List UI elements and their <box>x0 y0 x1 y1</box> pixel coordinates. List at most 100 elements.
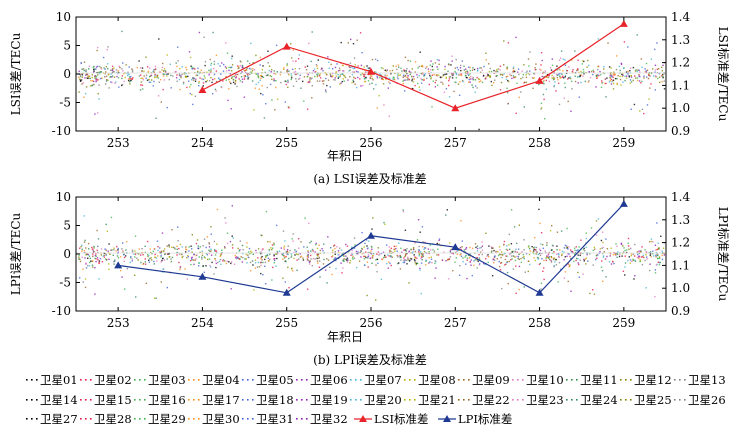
error-scatter-point <box>376 77 379 79</box>
error-scatter-point <box>357 253 359 255</box>
error-scatter-point <box>654 64 657 66</box>
error-scatter-point <box>659 81 661 84</box>
error-scatter-point <box>206 254 208 256</box>
error-scatter-point <box>423 75 425 77</box>
error-scatter-point <box>285 251 287 253</box>
error-scatter-point <box>499 69 501 71</box>
error-scatter-point <box>641 80 643 83</box>
error-scatter-point <box>601 82 604 84</box>
error-scatter-point <box>411 79 414 81</box>
std-series-line <box>118 203 625 294</box>
error-scatter-point <box>419 251 422 253</box>
error-scatter-point <box>611 81 613 83</box>
error-scatter-point <box>643 256 645 259</box>
error-scatter-point <box>306 65 309 67</box>
error-scatter-point <box>625 77 628 79</box>
error-scatter-point <box>196 239 199 241</box>
error-scatter-point <box>533 248 535 251</box>
error-scatter-point <box>262 261 264 264</box>
error-scatter-point <box>566 246 568 248</box>
error-scatter-point <box>163 68 166 70</box>
error-scatter-point <box>224 247 226 249</box>
error-scatter-point <box>558 72 560 75</box>
error-scatter-point <box>231 76 233 78</box>
error-scatter-point <box>342 260 344 262</box>
error-scatter-point <box>423 74 426 76</box>
error-scatter-point <box>449 251 452 253</box>
error-scatter-point <box>602 246 604 249</box>
legend-entry-satellite: 卫星25 <box>620 393 672 407</box>
error-scatter-point <box>456 250 459 252</box>
error-scatter-point <box>430 249 432 251</box>
error-scatter-point <box>488 70 491 73</box>
error-scatter-point <box>503 40 505 42</box>
error-scatter-point <box>357 76 359 79</box>
error-scatter-point <box>149 248 151 250</box>
error-scatter-point <box>201 250 203 252</box>
error-scatter-point <box>255 249 257 252</box>
error-scatter-point <box>634 75 636 77</box>
error-scatter-point <box>604 82 606 85</box>
error-scatter-point <box>414 256 416 258</box>
error-scatter-point <box>275 253 278 255</box>
error-scatter-point <box>171 246 173 248</box>
error-scatter-point <box>414 71 416 73</box>
error-scatter-point <box>467 71 469 73</box>
legend-label: 卫星30 <box>202 412 240 426</box>
error-scatter-point <box>476 70 479 72</box>
error-scatter-point <box>105 223 107 226</box>
error-scatter-point <box>219 78 222 81</box>
error-scatter-point <box>499 253 501 256</box>
error-scatter-point <box>162 257 164 260</box>
error-scatter-point <box>334 247 336 250</box>
error-scatter-point <box>558 254 560 256</box>
error-scatter-point <box>194 80 197 82</box>
error-scatter-point <box>83 241 86 243</box>
error-scatter-point <box>147 70 150 73</box>
error-scatter-point <box>409 257 412 260</box>
error-scatter-point <box>426 77 428 80</box>
error-scatter-point <box>488 75 490 77</box>
error-scatter-point <box>294 254 296 256</box>
error-scatter-point <box>333 258 335 261</box>
error-scatter-point <box>638 255 640 257</box>
error-scatter-point <box>510 209 513 211</box>
error-scatter-point <box>230 82 232 85</box>
error-scatter-point <box>343 258 345 260</box>
error-scatter-point <box>318 257 320 259</box>
legend-swatch-dot <box>355 379 357 381</box>
error-scatter-point <box>176 245 178 248</box>
error-scatter-point <box>579 75 581 78</box>
error-scatter-point <box>592 73 594 76</box>
error-scatter-point <box>487 74 489 76</box>
error-scatter-point <box>586 253 588 256</box>
error-scatter-point <box>407 77 409 80</box>
error-scatter-point <box>184 268 186 270</box>
error-scatter-point <box>203 271 205 274</box>
error-scatter-point <box>124 76 126 79</box>
error-scatter-point <box>203 238 206 240</box>
error-scatter-point <box>95 75 98 77</box>
error-scatter-point <box>466 77 468 79</box>
error-scatter-point <box>504 264 506 266</box>
error-scatter-point <box>353 71 355 73</box>
error-scatter-point <box>89 261 91 264</box>
error-scatter-point <box>94 75 96 77</box>
error-scatter-point <box>490 80 492 83</box>
error-scatter-point <box>663 254 666 256</box>
error-scatter-point <box>181 66 183 68</box>
error-scatter-point <box>504 258 507 261</box>
error-scatter-point <box>85 70 87 73</box>
lsi-error-scatter <box>78 30 666 131</box>
error-scatter-point <box>567 253 569 255</box>
error-scatter-point <box>265 74 267 77</box>
error-scatter-point <box>431 65 433 68</box>
error-scatter-point <box>423 248 425 250</box>
error-scatter-point <box>166 286 168 289</box>
error-scatter-point <box>407 259 409 261</box>
error-scatter-point <box>286 251 288 253</box>
error-scatter-point <box>94 257 96 260</box>
error-scatter-point <box>404 79 406 81</box>
error-scatter-point <box>254 259 257 261</box>
error-scatter-point <box>166 54 168 56</box>
